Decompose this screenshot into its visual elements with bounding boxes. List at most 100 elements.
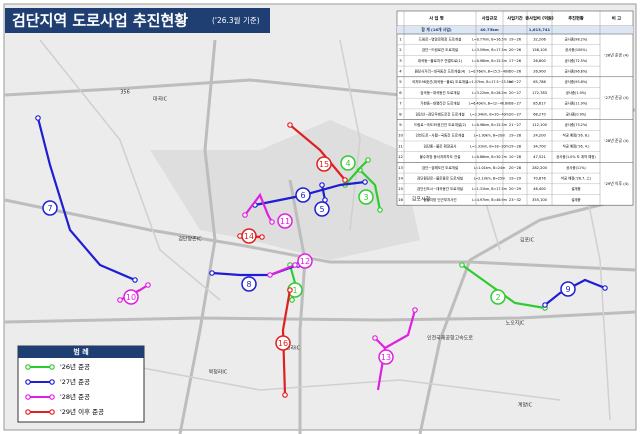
route-badge — [340, 155, 356, 171]
column-header: 비 고 — [612, 15, 621, 22]
row-cost: 172,783 — [532, 91, 547, 95]
route-end — [377, 207, 383, 213]
row-cost: 47,521 — [533, 155, 546, 159]
route-badge — [277, 213, 293, 229]
row-cost: 282,200 — [532, 166, 548, 170]
route-end — [282, 392, 288, 398]
route-label: 14 — [244, 232, 254, 241]
place-label: 계양IC — [518, 402, 533, 409]
row-status: 공사중(0.9%) — [566, 111, 587, 116]
row-size: L=0.77km, B=16.5m — [472, 37, 507, 41]
route-badge — [316, 156, 332, 172]
row-period: 20~27 — [509, 91, 521, 95]
row-size: L=1.01km, B=24m — [474, 166, 506, 170]
row-status: 설계중 — [571, 186, 580, 191]
row-size: L=0.86km, B=30.7m — [472, 155, 507, 159]
row-period: 16~27 — [509, 80, 521, 84]
route-badge — [314, 201, 330, 217]
row-name: 드림로~국도39호선간 도로개설(2) — [414, 122, 467, 127]
route-label: 15 — [319, 160, 329, 169]
row-name: 검단선~검단우회도로간 도로개설 — [415, 111, 464, 116]
row-num: 11 — [398, 143, 403, 148]
route-label: 11 — [280, 217, 290, 226]
place-label: 김포IC — [520, 237, 535, 244]
row-cost: 26,800 — [533, 59, 546, 63]
row-num: 13 — [398, 165, 403, 170]
route-label: 9 — [565, 285, 570, 294]
route-label: 6 — [300, 191, 305, 200]
title: 검단지역 도로사업 추진현황 — [12, 12, 188, 30]
route-label: 8 — [246, 280, 251, 289]
route-badge — [297, 253, 313, 269]
row-period: 20~26 — [509, 69, 522, 73]
district — [150, 120, 420, 260]
route-line — [344, 159, 369, 186]
row-name: 검단~드림로간 도로개설 — [422, 47, 458, 52]
row-cost: 32,206 — [533, 37, 546, 41]
place-label: 인천국제공항고속도로 — [427, 335, 473, 342]
row-period: 20~28 — [509, 166, 522, 170]
row-num: 14 — [398, 175, 403, 180]
row-num: 12 — [398, 154, 403, 159]
total-length: 40.73km — [480, 27, 499, 32]
row-num: 16 — [398, 197, 403, 202]
route-line — [36, 117, 136, 282]
table-bg — [396, 10, 634, 206]
row-period: 19~28 — [509, 134, 522, 138]
legend-dot — [49, 394, 55, 400]
legend-label: '26년 준공 — [60, 362, 90, 371]
route-end — [602, 285, 608, 291]
row-num: 8 — [399, 111, 402, 116]
row-size: L=0.76km, B=15.5~40m — [469, 69, 511, 73]
row-size: L=0.98km, B=15.5m — [472, 59, 507, 63]
legend: 범 례 '26년 준공 '27년 준공 '28년 준공 '29년 이후 준공 — [17, 345, 145, 423]
row-period: 23~32 — [509, 198, 521, 202]
row-num: 9 — [399, 122, 402, 127]
place-label: 청라IC — [286, 345, 301, 352]
row-num: 1 — [399, 36, 402, 41]
legend-label: '28년 준공 — [60, 392, 90, 401]
route-label: 16 — [278, 339, 288, 348]
route-end — [209, 270, 215, 276]
route-end — [342, 177, 348, 183]
row-size: L=0.96km, B=15.5m — [472, 123, 507, 127]
row-name: 국지도98호선(대곡동~불로) 도로개설 — [412, 79, 468, 84]
row-cost: 46,400 — [533, 187, 546, 191]
route-line — [374, 309, 417, 391]
row-status: 공사중(11%) — [566, 165, 586, 170]
total-cost: 1,613,741 — [529, 27, 551, 32]
legend-dot — [49, 364, 55, 370]
row-status: 공사중(95.8%) — [565, 79, 588, 84]
place-label: 검단양촌IC — [178, 236, 202, 243]
route-end — [287, 287, 293, 293]
row-name: 불수처장 동서지하차도 건설 — [420, 154, 461, 159]
subtitle: ('26.3월 기준) — [212, 15, 260, 25]
route-end — [117, 297, 123, 303]
route-end — [319, 182, 325, 188]
row-cost: 24,200 — [533, 134, 546, 138]
row-size: L=6.40km, B=12~48.6m — [469, 102, 511, 106]
column-header: 사업기간 — [507, 15, 523, 22]
group-note: '26년 준공 (4) — [604, 52, 629, 57]
project-table: 사 업 명 사업규모 사업기간 총사업비 (억원) 추진현황 비 고합 계 (16개 사업… — [396, 10, 634, 206]
route-badge — [241, 276, 257, 292]
row-num: 7 — [399, 101, 402, 106]
row-size: L=3.59km, B=17.5m — [472, 48, 507, 52]
route-end — [292, 262, 298, 268]
row-period: 19~26 — [509, 37, 522, 41]
row-period: 10~28 — [509, 155, 522, 159]
place-label: 노오지JC — [506, 320, 525, 327]
row-status: 착공 예정('26. 4.) — [563, 143, 591, 148]
row-status: 공사중(1.0%) — [566, 90, 587, 95]
row-num: 6 — [399, 90, 402, 95]
row-status: 공사중(72.5%) — [565, 58, 588, 63]
row-cost: 70,876 — [533, 176, 546, 180]
route-line — [281, 289, 292, 396]
group-note: '29년 이후 (4) — [604, 181, 629, 186]
legend-dot — [25, 364, 31, 370]
route-label: 12 — [300, 257, 310, 266]
row-cost: 158,100 — [532, 48, 548, 52]
row-name: 가현동~대명리간 도로개설 — [420, 101, 459, 106]
route-end — [35, 115, 41, 121]
